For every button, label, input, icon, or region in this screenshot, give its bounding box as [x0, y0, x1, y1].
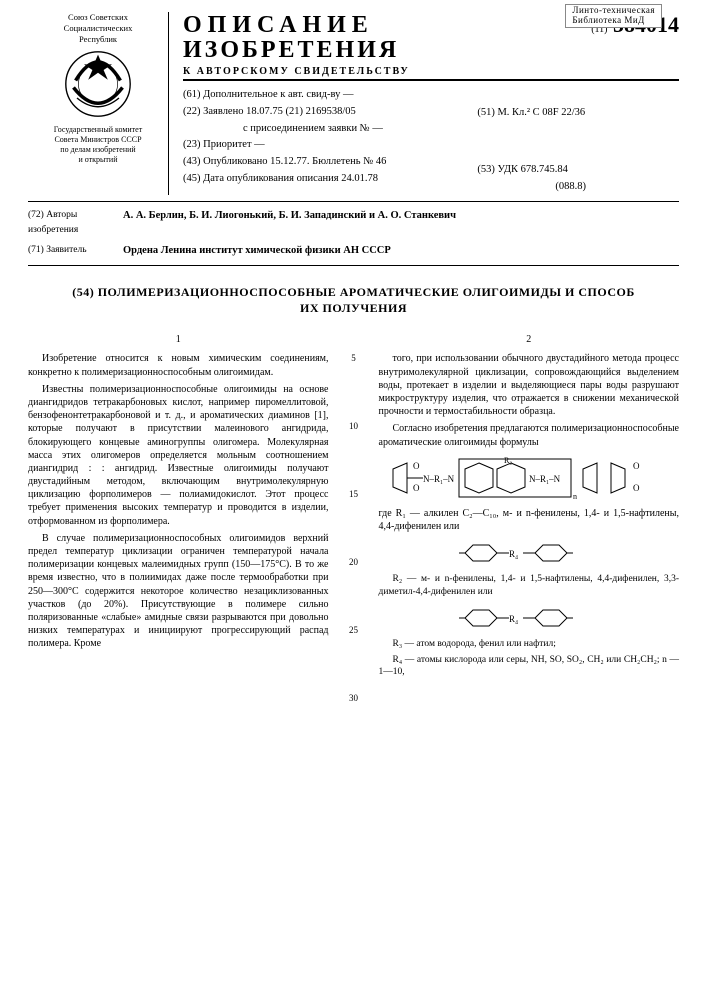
- meta-line: (23) Приоритет —: [183, 137, 465, 154]
- authors-label: изобретения: [28, 225, 78, 235]
- paragraph: В случае полимеризационноспособных олиго…: [28, 532, 329, 651]
- authors-names: А. А. Берлин, Б. И. Лиогонький, Б. И. За…: [123, 208, 679, 237]
- metadata-block: (61) Дополнительное к авт. свид-ву — (22…: [183, 87, 679, 195]
- line-number: 30: [347, 693, 361, 705]
- committee-line: Государственный комитет: [28, 125, 168, 135]
- svg-text:R₄: R₄: [509, 549, 518, 559]
- column-number: 2: [379, 333, 680, 346]
- doc-title-line: ОПИСАНИЕ: [183, 12, 581, 39]
- issuer-column: Союз Советских Социалистических Республи…: [28, 12, 168, 195]
- library-stamp: Линто-техническая Библиотека МиД: [565, 4, 662, 28]
- meta-line: с присоединением заявки № —: [183, 121, 465, 138]
- state-emblem-icon: [63, 49, 133, 119]
- column-2: 2 того, при использовании обычного двуст…: [379, 333, 680, 760]
- line-number: 10: [347, 421, 361, 433]
- formula-r4: R₄ — атомы кислорода или серы, NH, SO, S…: [379, 654, 680, 679]
- svg-text:O: O: [633, 461, 640, 471]
- authors-block: (72) Авторы изобретения А. А. Берлин, Б.…: [28, 208, 679, 258]
- committee-line: по делам изобретений: [28, 145, 168, 155]
- paragraph: Изобретение относится к новым химическим…: [28, 352, 329, 378]
- line-number: 20: [347, 557, 361, 569]
- svg-text:R₂: R₂: [504, 456, 512, 465]
- divider: [183, 79, 679, 81]
- svg-text:n: n: [573, 492, 577, 501]
- line-number: 25: [347, 625, 361, 637]
- committee-line: и открытий: [28, 155, 168, 165]
- meta-line: (088.8): [477, 179, 679, 196]
- line-number: 5: [347, 353, 361, 365]
- issuer-line: Союз Советских: [28, 12, 168, 23]
- line-number-gutter: 5 10 15 20 25 30: [347, 333, 361, 760]
- meta-line: (51) М. Кл.² C 08F 22/36: [477, 105, 679, 122]
- formula-r2: R₂ — м- и n-фенилены, 1,4- и 1,5-нафтиле…: [379, 573, 680, 598]
- formula-r3: R₃ — атом водорода, фенил или нафтил;: [379, 638, 680, 651]
- svg-text:N–R₁–N: N–R₁–N: [423, 474, 455, 484]
- issuer-line: Социалистических: [28, 23, 168, 34]
- formula-where: где R₁ — алкилен C₂—C₁₀, м- и n-фенилены…: [379, 507, 680, 533]
- chemical-formula-main: O O N–R₁–N N–R₁–N O O R₂ n: [379, 455, 680, 501]
- applicant-name: Ордена Ленина институт химической физики…: [123, 243, 679, 259]
- stamp-line: Библиотека МиД: [572, 16, 655, 26]
- svg-text:O: O: [633, 483, 640, 493]
- svg-text:N–R₁–N: N–R₁–N: [529, 474, 561, 484]
- title-text: ПОЛИМЕРИЗАЦИОННОСПОСОБНЫЕ АРОМАТИЧЕСКИЕ …: [98, 285, 635, 316]
- svg-text:R₄: R₄: [509, 614, 518, 624]
- line-number: 15: [347, 489, 361, 501]
- title-field-num: (54): [72, 285, 94, 299]
- doc-title-line: ИЗОБРЕТЕНИЯ: [183, 37, 581, 64]
- doc-title-line: К АВТОРСКОМУ СВИДЕТЕЛЬСТВУ: [183, 66, 581, 77]
- committee-line: Совета Министров СССР: [28, 135, 168, 145]
- meta-line: (53) УДК 678.745.84: [477, 162, 679, 179]
- issuer-line: Республик: [28, 34, 168, 45]
- divider: [28, 265, 679, 266]
- body-columns: 1 Изобретение относится к новым химическ…: [28, 333, 679, 760]
- paragraph: Согласно изобретения предлагаются полиме…: [379, 422, 680, 448]
- column-1: 1 Изобретение относится к новым химическ…: [28, 333, 329, 760]
- meta-line: (22) Заявлено 18.07.75 (21) 2169538/05: [183, 104, 465, 121]
- header: Союз Советских Социалистических Республи…: [28, 12, 679, 195]
- meta-line: (43) Опубликовано 15.12.77. Бюллетень № …: [183, 154, 465, 171]
- meta-line: (61) Дополнительное к авт. свид-ву —: [183, 87, 465, 104]
- divider: [28, 201, 679, 202]
- meta-line: (45) Дата опубликования описания 24.01.7…: [183, 171, 465, 188]
- svg-text:O: O: [413, 461, 420, 471]
- chemical-formula-r1: R₄: [379, 539, 680, 567]
- invention-title: (54) ПОЛИМЕРИЗАЦИОННОСПОСОБНЫЕ АРОМАТИЧЕ…: [68, 284, 639, 318]
- column-number: 1: [28, 333, 329, 346]
- paragraph: того, при использовании обычного двустад…: [379, 352, 680, 418]
- authors-label: (72) Авторы: [28, 210, 77, 220]
- chemical-formula-r2: R₄: [379, 604, 680, 632]
- title-column: ОПИСАНИЕ ИЗОБРЕТЕНИЯ К АВТОРСКОМУ СВИДЕТ…: [168, 12, 679, 195]
- applicant-label: (71) Заявитель: [28, 243, 123, 259]
- svg-text:O: O: [413, 483, 420, 493]
- paragraph: Известны полимеризационноспособные олиго…: [28, 383, 329, 528]
